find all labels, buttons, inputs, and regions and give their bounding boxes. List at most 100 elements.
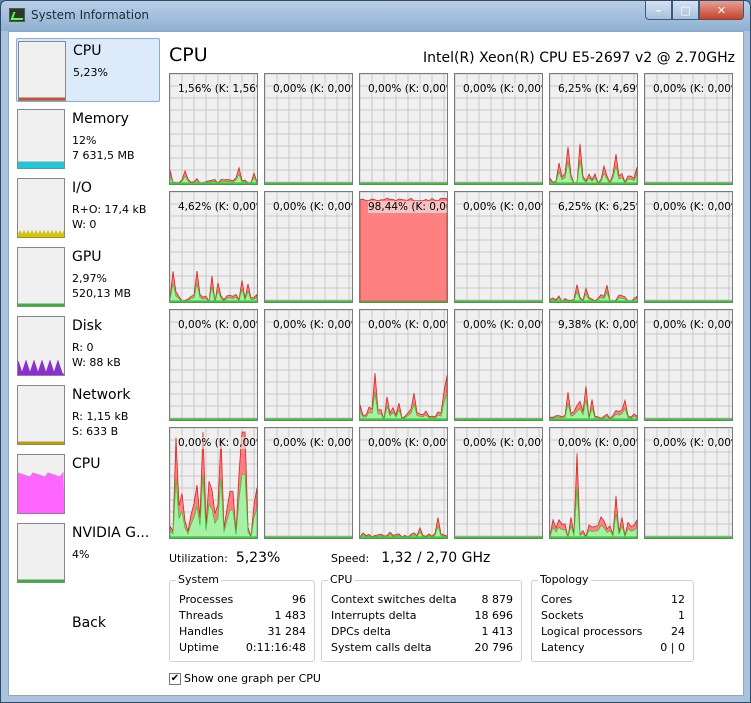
sidebar-item-thumbnail (17, 454, 65, 514)
sidebar-thumbnail-graph (18, 97, 66, 101)
cpu-core-graph: 0,00% (K: 0,00%, (169, 427, 258, 539)
sidebar-item-name: GPU (72, 249, 102, 265)
cpu-core-usage-label: 6,25% (K: 4,69%, (558, 83, 637, 95)
sidebar-item[interactable]: Disk R: 0 W: 88 kB (16, 314, 160, 378)
system-stat-row: Processes 96 (179, 593, 306, 606)
cpu-core-usage-label: 0,00% (K: 0,00%, (368, 437, 447, 449)
cpu-core-usage-label: 0,00% (K: 0,00%, (368, 319, 447, 331)
cpu-group-title: CPU (328, 573, 355, 586)
sidebar-thumbnail-graph (17, 441, 65, 445)
topology-stat-value: 1 (678, 609, 685, 622)
sidebar-item-stat-2: W: 88 kB (72, 356, 121, 369)
sidebar-item[interactable]: CPU (16, 452, 160, 516)
cpu-stat-row: DPCs delta 1 413 (331, 625, 514, 638)
sidebar-thumbnail-graph (17, 229, 65, 238)
title-bar[interactable]: System Information – □ ✕ (1, 1, 750, 31)
sidebar-item[interactable]: GPU 2,97% 520,13 MB (16, 245, 160, 309)
cpu-core-usage-label: 0,00% (K: 0,00%, (463, 83, 542, 95)
topology-stat-value: 24 (671, 625, 685, 638)
sidebar-item-thumbnail (17, 247, 65, 307)
cpu-core-usage-label: 4,62% (K: 0,00%, (178, 201, 257, 213)
cpu-core-graph: 1,56% (K: 1,56%, (169, 73, 258, 185)
maximize-button[interactable]: □ (672, 1, 699, 20)
core-kernel-usage-area (550, 453, 637, 538)
cpu-core-usage-label: 0,00% (K: 0,00%, (653, 201, 732, 213)
page-title: CPU (169, 44, 208, 66)
one-graph-per-cpu-label: Show one graph per CPU (184, 672, 321, 685)
sidebar-item[interactable]: Memory 12% 7 631,5 MB (16, 107, 160, 171)
back-link[interactable]: Back (72, 615, 106, 631)
cpu-core-graph: 0,00% (K: 0,00%, (264, 309, 353, 421)
system-stat-row: Handles 31 284 (179, 625, 306, 638)
system-stat-value: 1 483 (274, 609, 307, 622)
sidebar-item-thumbnail (17, 109, 65, 169)
cpu-core-graph: 0,00% (K: 0,00%, (644, 191, 733, 303)
cpu-core-usage-label: 0,00% (K: 0,00%, (653, 437, 732, 449)
cpu-core-graph: 0,00% (K: 0,00%, (454, 309, 543, 421)
topology-stat-row: Latency 0 | 0 (541, 641, 685, 654)
sidebar-item[interactable]: CPU 5,23% (16, 38, 160, 102)
cpu-core-usage-label: 0,00% (K: 0,00%, (653, 319, 732, 331)
cpu-model-name: Intel(R) Xeon(R) CPU E5-2697 v2 @ 2.70GH… (423, 50, 735, 66)
sidebar-thumbnail-graph (17, 303, 65, 307)
cpu-stat-value: 20 796 (474, 641, 514, 654)
system-stat-row: Uptime 0:11:16:48 (179, 641, 306, 654)
cpu-core-usage-label: 0,00% (K: 0,00%, (368, 83, 447, 95)
cpu-core-graph: 0,00% (K: 0,00%, (644, 73, 733, 185)
speed-value: 1,32 / 2,70 GHz (381, 550, 491, 566)
cpu-core-graph: 0,00% (K: 0,00%, (359, 427, 448, 539)
cpu-stat-row: Context switches delta 8 879 (331, 593, 514, 606)
cpu-core-usage-label: 0,00% (K: 0,00%, (273, 201, 352, 213)
system-stat-label: Handles (179, 625, 224, 638)
core-kernel-usage-area (360, 517, 447, 538)
close-button[interactable]: ✕ (699, 1, 744, 20)
sidebar-item-thumbnail (18, 41, 66, 101)
topology-group-title: Topology (538, 573, 591, 586)
speed-label: Speed: (331, 552, 370, 565)
system-stat-label: Threads (179, 609, 224, 622)
cpu-stat-label: Interrupts delta (331, 609, 417, 622)
cpu-stat-label: DPCs delta (331, 625, 391, 638)
sidebar-item-stat-1: R: 1,15 kB (72, 410, 129, 423)
cpu-stat-value: 18 696 (474, 609, 514, 622)
cpu-core-usage-label: 9,38% (K: 0,00%, (558, 319, 637, 331)
cpu-core-usage-label: 0,00% (K: 0,00%, (178, 319, 257, 331)
utilization-value: 5,23% (235, 550, 281, 566)
cpu-core-graph: 98,44% (K: 0,00%, (359, 191, 448, 303)
cpu-stat-value: 1 413 (481, 625, 514, 638)
cpu-core-graph: 0,00% (K: 0,00%, (264, 191, 353, 303)
sidebar-item-name: CPU (73, 43, 102, 59)
cpu-core-usage-label: 0,00% (K: 0,00%, (178, 437, 257, 449)
topology-stat-label: Cores (541, 593, 573, 606)
sidebar-item-thumbnail (17, 178, 65, 238)
sidebar-item[interactable]: NVIDIA G... 4% (16, 521, 160, 585)
sidebar-item-stat-1: 2,97% (72, 272, 107, 285)
sidebar-item[interactable]: I/O R+O: 17,4 kB W: 0 (16, 176, 160, 240)
sidebar-item[interactable]: Network R: 1,15 kB S: 633 B (16, 383, 160, 447)
cpu-stat-label: Context switches delta (331, 593, 457, 606)
cpu-stat-row: Interrupts delta 18 696 (331, 609, 514, 622)
sidebar-item-thumbnail (17, 316, 66, 376)
sidebar-item-name: Disk (72, 318, 103, 334)
sidebar-item-stat-1: 4% (72, 548, 90, 561)
one-graph-per-cpu-checkbox[interactable]: ✔ (169, 672, 181, 685)
topology-stat-row: Logical processors 24 (541, 625, 685, 638)
sidebar-thumbnail-graph (17, 359, 66, 376)
core-user-usage-area (170, 474, 257, 538)
cpu-core-graph: 0,00% (K: 0,00%, (169, 309, 258, 421)
cpu-stat-value: 8 879 (481, 593, 514, 606)
cpu-core-usage-label: 0,00% (K: 0,00%, (463, 437, 542, 449)
minimize-button[interactable]: – (645, 1, 672, 20)
cpu-core-graph: 4,62% (K: 0,00%, (169, 191, 258, 303)
sidebar-thumbnail-graph (17, 471, 65, 514)
cpu-core-usage-label: 0,00% (K: 0,00%, (273, 319, 352, 331)
sidebar-item-stat-2: 7 631,5 MB (72, 149, 135, 162)
core-kernel-usage-area (550, 143, 637, 184)
system-group-title: System (176, 573, 222, 586)
window-title: System Information (31, 8, 150, 22)
topology-group: Topology Cores 12 Sockets 1 Logical processo… (531, 573, 694, 662)
speed-readout: Speed: 1,32 / 2,70 GHz (331, 550, 490, 566)
one-graph-per-cpu-option[interactable]: ✔ Show one graph per CPU (169, 672, 321, 685)
sidebar-item-name: CPU (72, 456, 101, 472)
sidebar-item-stat-2: S: 633 B (72, 425, 119, 438)
